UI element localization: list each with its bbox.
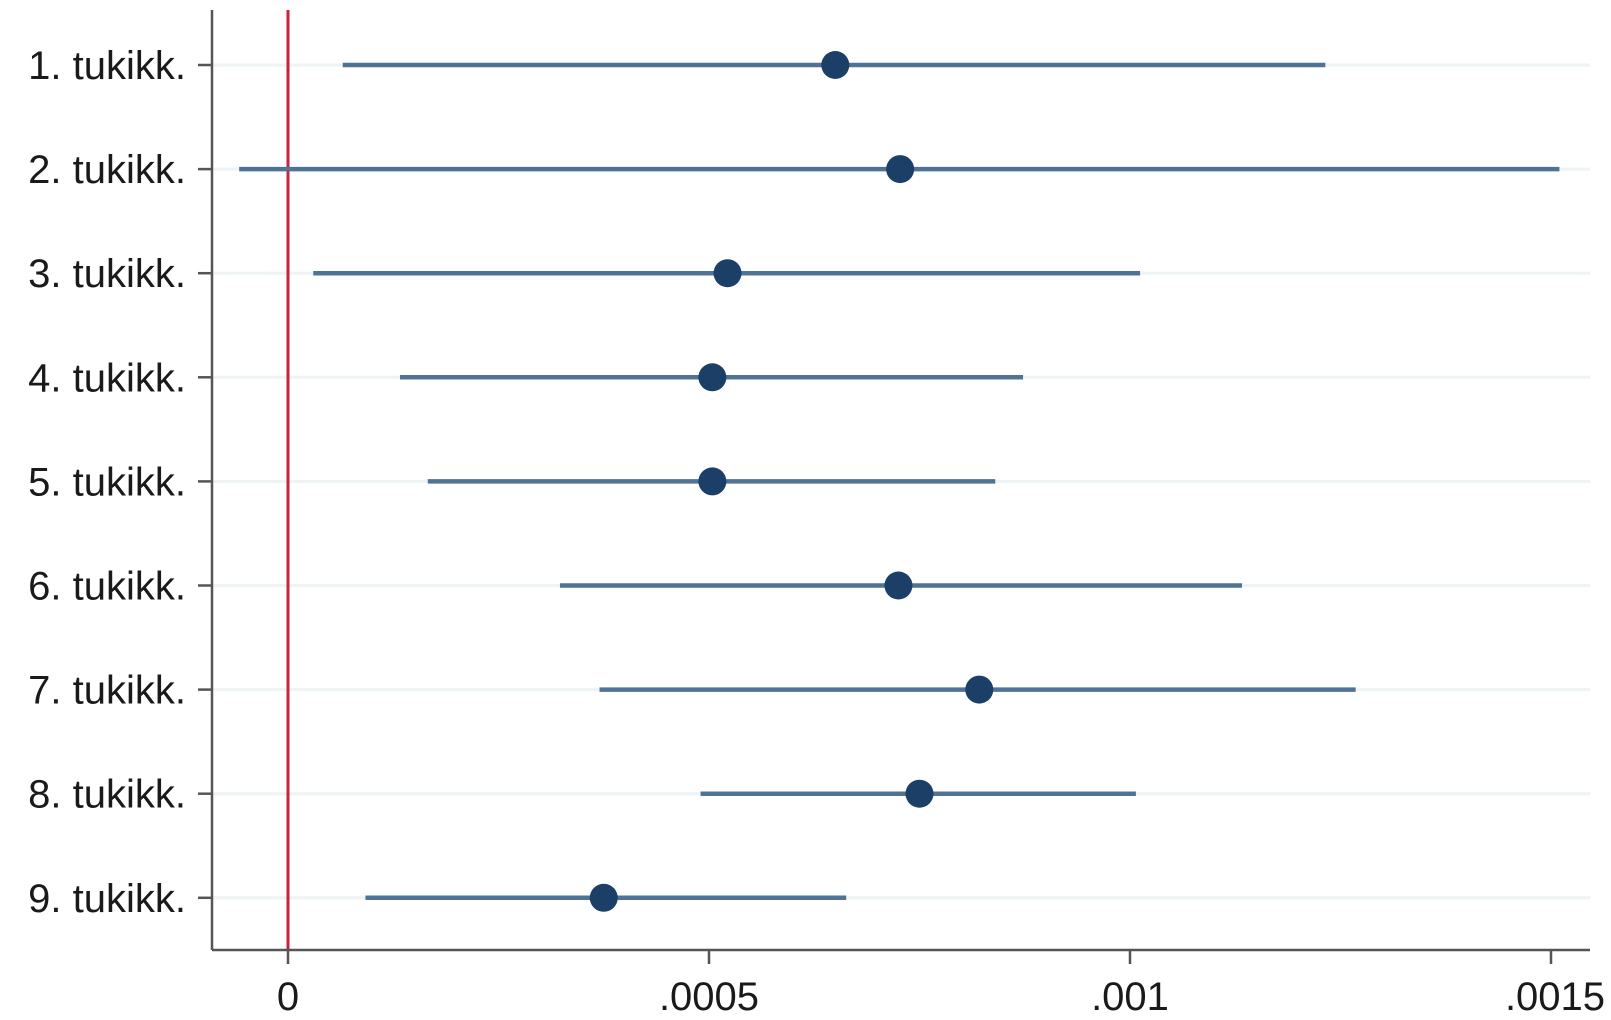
y-tick-label: 4. tukikk. xyxy=(28,356,186,400)
x-tick-label: .0005 xyxy=(659,975,759,1019)
y-tick-label: 6. tukikk. xyxy=(28,565,186,609)
point-estimate-marker xyxy=(886,155,915,184)
point-estimates xyxy=(589,51,994,912)
x-tick-label: 0 xyxy=(277,975,299,1019)
point-estimate-marker xyxy=(698,467,727,496)
y-tick-label: 3. tukikk. xyxy=(28,252,186,296)
x-tick-label: .0015 xyxy=(1505,975,1605,1019)
y-tick-label: 5. tukikk. xyxy=(28,460,186,504)
x-axis-ticks: 0 .0005 .001 .0015 xyxy=(277,950,1605,1019)
y-tick-label: 9. tukikk. xyxy=(28,877,186,921)
y-tick-label: 7. tukikk. xyxy=(28,669,186,713)
point-estimate-marker xyxy=(965,675,994,704)
x-tick-label: .001 xyxy=(1091,975,1169,1019)
y-tick-label: 8. tukikk. xyxy=(28,773,186,817)
point-estimate-marker xyxy=(884,571,913,600)
point-estimate-marker xyxy=(905,779,934,808)
y-axis-ticks: 1. tukikk. 2. tukikk. 3. tukikk. 4. tukikk.… xyxy=(28,44,212,921)
point-estimate-marker xyxy=(821,51,850,79)
y-tick-label: 1. tukikk. xyxy=(28,44,186,88)
point-estimate-marker xyxy=(713,259,742,288)
point-estimate-marker xyxy=(589,883,618,912)
point-estimate-marker xyxy=(698,363,727,392)
y-tick-label: 2. tukikk. xyxy=(28,148,186,192)
